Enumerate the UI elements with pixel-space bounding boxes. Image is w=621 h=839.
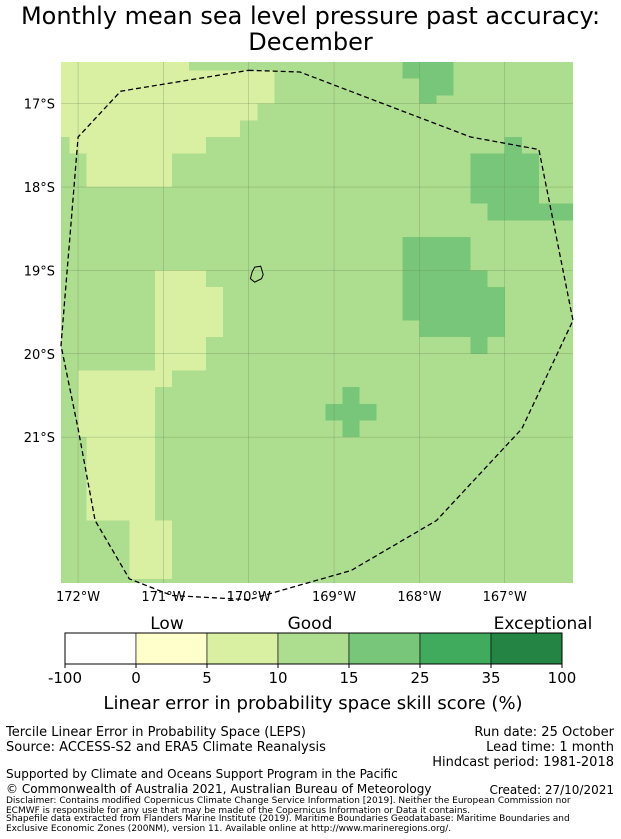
skill-cell-c4 — [470, 337, 488, 354]
skill-cell-c2 — [78, 370, 172, 388]
skill-cell-c2 — [154, 287, 224, 338]
skill-cell-c2 — [61, 120, 241, 138]
disclaimer-line1: Disclaimer: Contains modified Copernicus… — [6, 796, 571, 806]
longitude-label: 169°W — [312, 590, 356, 605]
skill-cell-c4 — [402, 270, 488, 288]
latitude-label: 20°S — [24, 348, 55, 363]
colorbar-frame — [64, 632, 563, 665]
skill-cell-c4 — [402, 62, 454, 79]
colorbar-tick-label: 5 — [202, 669, 212, 687]
shapefile-line2: Exclusive Economic Zones (200NM), versio… — [6, 824, 452, 834]
colorbar-bin-5-to-10 — [206, 632, 279, 665]
skill-cell-c2 — [61, 103, 258, 121]
colorbar-bin-35-to-100 — [490, 632, 563, 665]
skill-cell-c4 — [402, 287, 505, 321]
colorbar-ticks: -100 0 5 10 15 25 35 100 — [48, 664, 576, 687]
colorbar-tick-label: 0 — [131, 669, 141, 687]
skill-cell-c2 — [86, 437, 155, 521]
map-gridlines — [61, 62, 573, 583]
latitude-label: 17°S — [24, 98, 55, 113]
latitude-label: 18°S — [24, 181, 55, 196]
colorbar-tick-label: 100 — [548, 669, 577, 687]
supported-by-text: Supported by Climate and Oceans Support … — [6, 767, 398, 781]
longitude-label: 167°W — [483, 590, 527, 605]
disclaimer-line2: ECMWF is responsible for any use that ma… — [6, 806, 471, 816]
longitude-label: 172°W — [56, 590, 100, 605]
island-outline — [249, 265, 264, 283]
eez-boundary-outline — [60, 69, 574, 601]
source-text: Source: ACCESS-S2 and ERA5 Climate Reana… — [6, 740, 326, 755]
skill-cell-c2 — [61, 70, 275, 104]
run-date-text: Run date: 25 October — [474, 725, 614, 740]
skill-cell-c2 — [86, 153, 172, 188]
colorbar-tick-label: 25 — [410, 669, 429, 687]
longitude-label: 171°W — [141, 590, 185, 605]
skill-cell-c4 — [402, 237, 471, 271]
skill-cell-c4 — [325, 403, 377, 421]
map-panel — [60, 62, 574, 601]
colorbar-tick-label: -100 — [48, 669, 82, 687]
skill-cell-c4 — [487, 203, 573, 221]
colorbar: -100 0 5 10 15 25 35 100 Low Good Exceptional L… — [48, 614, 592, 714]
longitude-label: 170°W — [227, 590, 271, 605]
skill-cell-c2 — [78, 387, 155, 438]
colorbar-bin-0-to-5 — [135, 632, 208, 665]
figure-title-line2: December — [248, 28, 373, 56]
colorbar-bin-10-to-15 — [277, 632, 350, 665]
copyright-text: © Commonwealth of Australia 2021, Austra… — [6, 782, 432, 796]
colorbar-bin--100-to-0 — [64, 632, 137, 665]
longitude-label: 168°W — [397, 590, 441, 605]
skill-cell-c4 — [419, 78, 454, 96]
colorbar-bins — [64, 632, 563, 665]
hindcast-period-text: Hindcast period: 1981-2018 — [432, 755, 614, 770]
lead-time-text: Lead time: 1 month — [486, 740, 614, 755]
method-text: Tercile Linear Error in Probability Spac… — [6, 725, 306, 740]
colorbar-tick-label: 10 — [268, 669, 287, 687]
colorbar-axis-label: Linear error in probability space skill … — [103, 693, 522, 714]
skill-cell-c4 — [504, 137, 522, 154]
skill-score-grid — [61, 62, 573, 579]
skill-cell-c4 — [419, 320, 505, 338]
colorbar-tick-label: 35 — [481, 669, 500, 687]
latitude-labels: 17°S 18°S 19°S 20°S 21°S — [24, 98, 55, 446]
colorbar-tick-label: 15 — [339, 669, 358, 687]
skill-cell-c4 — [419, 95, 437, 104]
shapefile-line1: Shapefile data extracted from Flanders M… — [6, 814, 570, 824]
colorbar-bin-15-to-25 — [348, 632, 421, 665]
category-label-good: Good — [288, 614, 333, 634]
skill-cell-c2 — [154, 270, 207, 288]
latitude-label: 21°S — [24, 431, 55, 446]
longitude-labels: 172°W 171°W 170°W 169°W 168°W 167°W — [56, 590, 527, 605]
skill-cell-c2 — [69, 137, 207, 154]
skill-cell-c2 — [129, 520, 172, 579]
created-date-text: Created: 27/10/2021 — [489, 783, 614, 797]
latitude-label: 19°S — [24, 264, 55, 279]
skill-cell-c2 — [61, 62, 189, 71]
colorbar-bin-25-to-35 — [419, 632, 492, 665]
category-label-exceptional: Exceptional — [494, 614, 593, 634]
category-label-low: Low — [150, 614, 184, 634]
figure-title-line1: Monthly mean sea level pressure past acc… — [20, 2, 601, 30]
